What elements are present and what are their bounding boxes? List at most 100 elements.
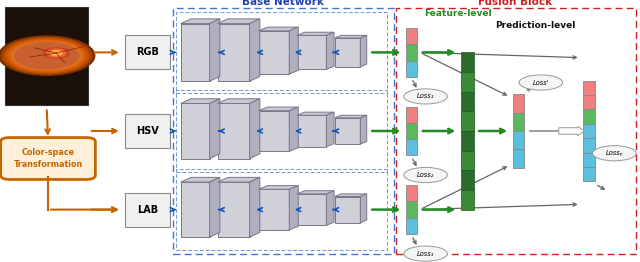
FancyBboxPatch shape [406, 123, 417, 139]
FancyBboxPatch shape [406, 107, 417, 123]
Polygon shape [180, 19, 220, 24]
FancyBboxPatch shape [406, 139, 417, 155]
Ellipse shape [593, 146, 636, 161]
FancyBboxPatch shape [125, 35, 170, 69]
FancyBboxPatch shape [218, 103, 250, 159]
FancyBboxPatch shape [583, 124, 595, 138]
Polygon shape [289, 185, 298, 230]
FancyBboxPatch shape [513, 113, 524, 131]
Polygon shape [326, 191, 334, 225]
Polygon shape [360, 194, 367, 223]
Ellipse shape [404, 89, 447, 104]
FancyBboxPatch shape [513, 94, 524, 113]
FancyBboxPatch shape [218, 24, 250, 81]
Text: HSV: HSV [136, 126, 159, 136]
FancyBboxPatch shape [406, 61, 417, 77]
FancyBboxPatch shape [335, 196, 360, 223]
Text: Fusion Block: Fusion Block [479, 0, 552, 7]
Text: Base Network: Base Network [243, 0, 324, 7]
FancyBboxPatch shape [297, 115, 326, 147]
FancyBboxPatch shape [583, 95, 595, 110]
Polygon shape [180, 177, 220, 182]
FancyBboxPatch shape [406, 28, 417, 44]
FancyBboxPatch shape [461, 131, 474, 151]
Circle shape [0, 36, 95, 75]
Polygon shape [250, 177, 260, 237]
Circle shape [8, 40, 85, 72]
Polygon shape [326, 32, 334, 69]
FancyBboxPatch shape [335, 38, 360, 67]
FancyBboxPatch shape [218, 182, 250, 237]
Polygon shape [297, 191, 334, 194]
Polygon shape [326, 112, 334, 147]
Polygon shape [210, 19, 220, 81]
FancyBboxPatch shape [406, 185, 417, 201]
FancyBboxPatch shape [180, 182, 209, 237]
Polygon shape [259, 107, 298, 111]
Polygon shape [259, 27, 298, 31]
Circle shape [2, 37, 92, 74]
Text: Color-space
Transformation: Color-space Transformation [13, 148, 83, 169]
FancyBboxPatch shape [259, 189, 289, 230]
FancyBboxPatch shape [583, 152, 595, 167]
Polygon shape [360, 35, 367, 67]
Circle shape [12, 41, 82, 70]
Polygon shape [210, 177, 220, 237]
Polygon shape [297, 112, 334, 115]
Circle shape [47, 49, 66, 57]
Polygon shape [218, 99, 260, 103]
Text: RGB: RGB [136, 47, 159, 57]
FancyBboxPatch shape [125, 193, 170, 227]
Polygon shape [210, 99, 220, 159]
Polygon shape [335, 194, 367, 196]
FancyBboxPatch shape [125, 114, 170, 148]
Circle shape [5, 39, 88, 73]
Polygon shape [335, 35, 367, 38]
Circle shape [44, 48, 69, 58]
Polygon shape [250, 19, 260, 81]
Text: Lossₚ: Lossₚ [605, 150, 623, 156]
FancyBboxPatch shape [406, 44, 417, 61]
FancyBboxPatch shape [461, 151, 474, 170]
FancyBboxPatch shape [180, 103, 209, 159]
Text: Feature-level: Feature-level [424, 9, 492, 18]
Text: LAB: LAB [136, 205, 158, 215]
FancyArrow shape [559, 127, 584, 136]
FancyBboxPatch shape [461, 92, 474, 111]
FancyBboxPatch shape [297, 194, 326, 225]
FancyBboxPatch shape [259, 31, 289, 74]
FancyBboxPatch shape [461, 72, 474, 92]
Polygon shape [335, 115, 367, 118]
Polygon shape [218, 19, 260, 24]
FancyBboxPatch shape [5, 7, 88, 105]
FancyBboxPatch shape [406, 218, 417, 234]
FancyBboxPatch shape [1, 138, 95, 179]
FancyBboxPatch shape [180, 24, 209, 81]
Polygon shape [180, 99, 220, 103]
Circle shape [51, 51, 62, 56]
FancyBboxPatch shape [583, 138, 595, 152]
Text: Loss₃: Loss₃ [417, 251, 435, 256]
Ellipse shape [404, 246, 447, 261]
Polygon shape [250, 99, 260, 159]
Polygon shape [289, 27, 298, 74]
Text: Loss₁: Loss₁ [417, 94, 435, 99]
Polygon shape [360, 115, 367, 144]
Ellipse shape [519, 75, 563, 90]
Polygon shape [259, 185, 298, 189]
Polygon shape [289, 107, 298, 151]
FancyBboxPatch shape [513, 149, 524, 168]
Text: Prediction-level: Prediction-level [495, 21, 575, 30]
FancyBboxPatch shape [513, 131, 524, 149]
FancyBboxPatch shape [297, 35, 326, 69]
FancyBboxPatch shape [583, 109, 595, 124]
FancyBboxPatch shape [259, 111, 289, 151]
FancyBboxPatch shape [461, 111, 474, 131]
Circle shape [15, 43, 79, 69]
FancyBboxPatch shape [335, 118, 360, 144]
FancyBboxPatch shape [461, 190, 474, 210]
Polygon shape [218, 177, 260, 182]
Polygon shape [297, 32, 334, 35]
FancyBboxPatch shape [461, 52, 474, 72]
FancyBboxPatch shape [461, 170, 474, 190]
